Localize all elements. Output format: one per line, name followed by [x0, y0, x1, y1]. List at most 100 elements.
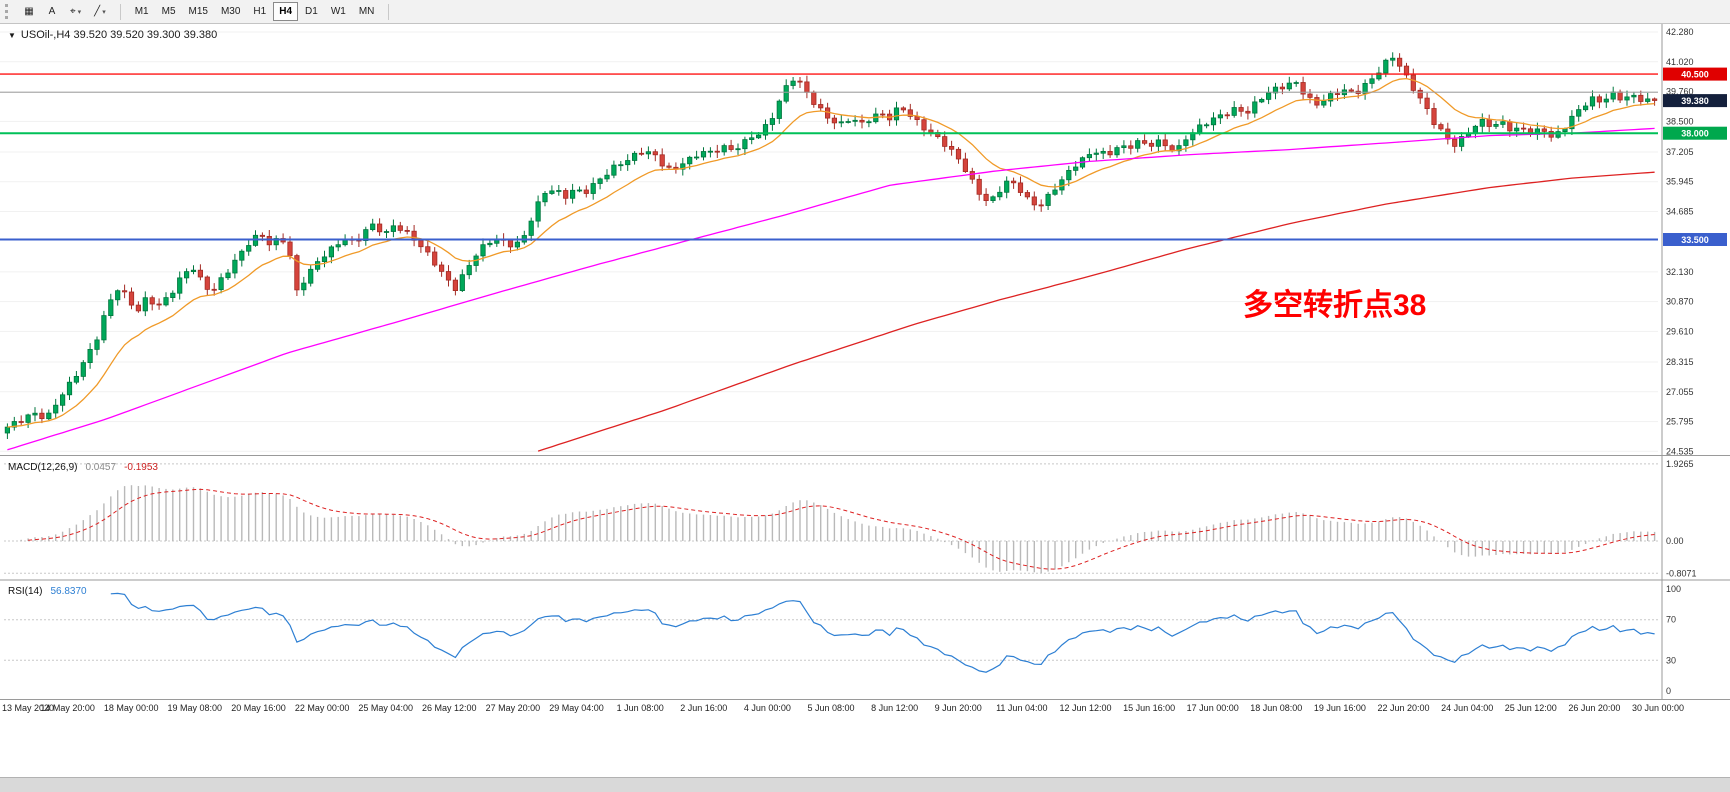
time-axis-label: 1 Jun 08:00 [617, 703, 664, 713]
timeframe-m30-button[interactable]: M30 [215, 2, 246, 21]
candle-up [225, 272, 231, 279]
macd-signal-value: -0.1953 [124, 462, 158, 473]
candle-down [949, 145, 955, 150]
symbol-collapse-icon[interactable]: ▼ [8, 31, 16, 40]
candle-up [997, 191, 1003, 198]
candle-up [1362, 83, 1368, 94]
candle-down [1334, 93, 1341, 95]
candle-up [1493, 124, 1499, 127]
candle-up [866, 121, 872, 124]
candle-down [266, 235, 272, 246]
hline-price-label: 38.000 [1681, 129, 1709, 139]
candle-up [1086, 154, 1092, 159]
dropdown-caret-icon: ▾ [77, 9, 82, 16]
price-tick-label: 27.055 [1666, 387, 1694, 397]
candle-down [1486, 119, 1492, 127]
candle-up [1631, 94, 1637, 98]
price-tick-label: 34.685 [1666, 207, 1694, 217]
rsi-panel-title: RSI(14) 56.8370 [8, 586, 87, 597]
price-tick-label: 24.535 [1666, 446, 1694, 456]
crosshair-icon[interactable]: ⌖ ▾ [64, 2, 87, 21]
rsi-line [110, 592, 1655, 673]
candle-down [149, 297, 155, 305]
candle-up [363, 229, 369, 242]
time-axis-label: 19 Jun 16:00 [1314, 703, 1366, 713]
candle-up [94, 339, 100, 350]
timeframe-m15-button[interactable]: M15 [183, 2, 214, 21]
candle-down [135, 304, 141, 312]
hline-price-label: 40.500 [1681, 70, 1709, 80]
candle-down [1128, 145, 1134, 149]
time-axis-label: 26 May 12:00 [422, 703, 477, 713]
hline-price-label-bg [1663, 67, 1727, 81]
time-axis-label: 9 Jun 20:00 [935, 703, 982, 713]
timeframe-h1-button[interactable]: H1 [247, 2, 272, 21]
candle-up [1286, 82, 1292, 90]
candle-up [707, 150, 714, 153]
timeframe-m1-button[interactable]: M1 [129, 2, 155, 21]
time-axis-label: 22 Jun 20:00 [1377, 703, 1429, 713]
candle-up [556, 190, 562, 192]
toolbar-separator [388, 3, 390, 20]
time-axis-label: 18 May 00:00 [104, 703, 159, 713]
candle-up [1555, 131, 1561, 138]
candle-up [604, 174, 610, 180]
ma-fast-line [7, 77, 1655, 428]
candle-up [328, 246, 335, 258]
candle-down [907, 109, 913, 117]
candle-up [73, 375, 79, 383]
candle-down [880, 113, 886, 116]
candle-down [1397, 57, 1403, 67]
chart-annotation[interactable]: 多空转折点38 [1243, 289, 1426, 322]
candle-up [1514, 127, 1520, 132]
candle-down [942, 136, 948, 147]
candle-up [535, 201, 541, 222]
time-axis-label: 12 Jun 12:00 [1059, 703, 1111, 713]
time-axis-label: 17 Jun 00:00 [1187, 703, 1239, 713]
candle-up [1321, 100, 1327, 106]
chart-canvas[interactable]: 42.280 41.020 39.760 38.500 37.205 35.945 34.6… [0, 24, 1730, 772]
candle-down [921, 119, 927, 131]
candle-up [1603, 98, 1609, 103]
candle-down [507, 239, 514, 248]
candle-up [11, 421, 17, 428]
time-axis-label: 15 Jun 16:00 [1123, 703, 1175, 713]
toolbar-grip-icon[interactable] [5, 4, 11, 19]
candle-up [183, 271, 190, 279]
candle-up [1259, 99, 1265, 103]
candle-down [811, 91, 817, 105]
candle-up [762, 124, 769, 136]
candle-down [859, 119, 865, 123]
candle-down [659, 154, 665, 167]
timeframe-m5-button[interactable]: M5 [156, 2, 182, 21]
timeframe-h4-button[interactable]: H4 [273, 2, 299, 21]
toolbar: ▦ A ⌖ ▾ ╱ ▾ M1 M5 M15 M30 H1 H4 D1 W1 MN [0, 0, 1730, 24]
candle-up [390, 225, 397, 232]
price-tick-label: 37.205 [1666, 147, 1694, 157]
candle-up [66, 381, 73, 396]
candle-up [32, 412, 38, 416]
candle-down [397, 225, 403, 231]
candle-down [425, 246, 431, 253]
candle-down [983, 193, 989, 202]
macd-label: MACD(12,26,9) [8, 462, 77, 473]
candle-down [294, 255, 300, 291]
trendline-icon[interactable]: ╱ ▾ [88, 2, 112, 21]
timeframe-w1-button[interactable]: W1 [325, 2, 352, 21]
candle-down [1652, 98, 1658, 101]
candle-up [1576, 109, 1582, 117]
time-axis-label: 25 Jun 12:00 [1505, 703, 1557, 713]
candle-up [1624, 96, 1630, 101]
candle-up [80, 362, 86, 377]
candle-down [1107, 150, 1113, 156]
text-annotation-icon[interactable]: A [41, 2, 63, 21]
timeframe-mn-button[interactable]: MN [353, 2, 381, 21]
candle-down [900, 107, 907, 111]
candle-up [570, 189, 576, 199]
candle-down [1300, 82, 1306, 95]
timeframe-d1-button[interactable]: D1 [299, 2, 324, 21]
candle-down [1417, 89, 1423, 99]
chart-window-icon[interactable]: ▦ [18, 2, 40, 21]
candle-down [1017, 182, 1024, 193]
price-tick-label: 28.315 [1666, 357, 1694, 367]
